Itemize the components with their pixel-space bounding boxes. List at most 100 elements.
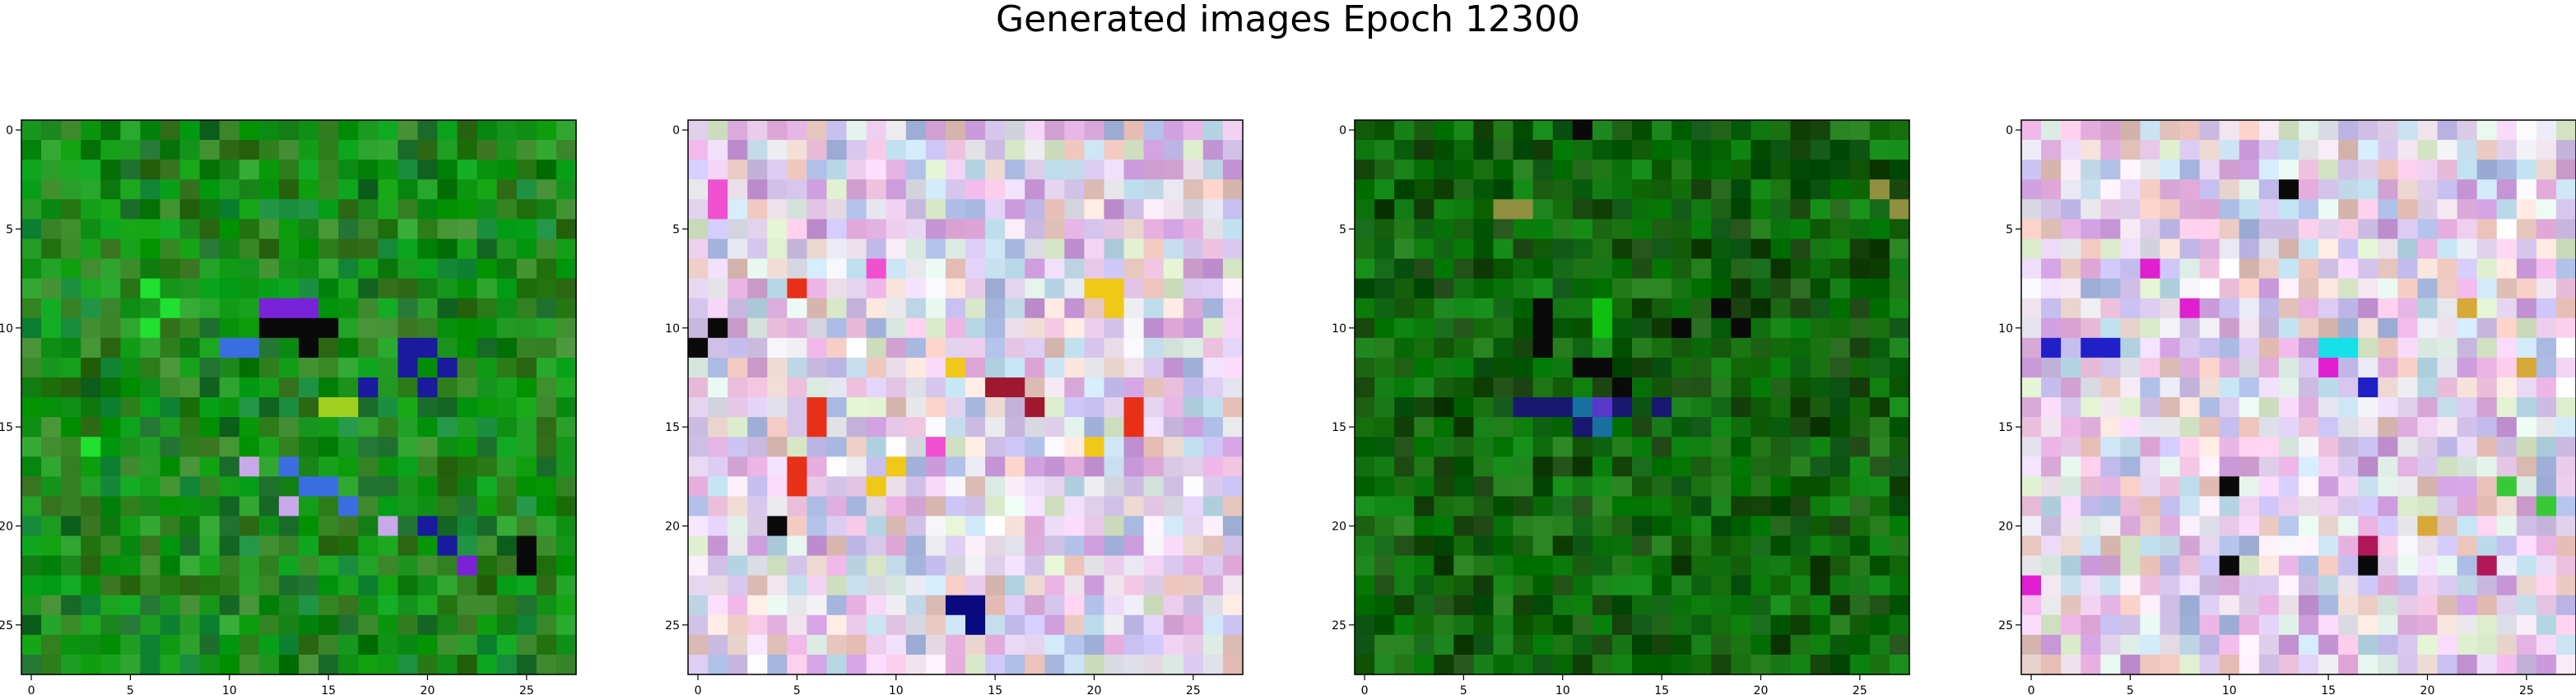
pixel-cell	[1355, 239, 1375, 260]
pixel-cell	[2278, 496, 2299, 517]
pixel-cell	[1414, 437, 1434, 457]
pixel-cell	[1473, 496, 1495, 517]
pixel-cell	[1044, 496, 1065, 517]
pixel-cell	[2120, 298, 2141, 319]
pixel-cell	[688, 140, 709, 160]
pixel-cell	[866, 535, 887, 557]
pixel-cell	[1355, 337, 1375, 359]
pixel-cell	[120, 397, 142, 418]
pixel-cell	[1473, 595, 1495, 616]
x-tick-label: 20	[1087, 684, 1102, 695]
pixel-cell	[787, 535, 808, 557]
pixel-cell	[2041, 258, 2062, 280]
pixel-cell	[1473, 456, 1495, 477]
pixel-cell	[140, 397, 161, 418]
pixel-cell	[2239, 575, 2260, 596]
pixel-cell	[1532, 555, 1554, 577]
pixel-cell	[945, 140, 966, 160]
pixel-cell	[437, 258, 458, 280]
pixel-cell	[496, 337, 518, 359]
pixel-cell	[1434, 417, 1454, 438]
pixel-cell	[1611, 595, 1633, 616]
pixel-cell	[1691, 614, 1712, 636]
pixel-cell	[728, 239, 748, 260]
pixel-cell	[965, 278, 986, 299]
pixel-cell	[1889, 417, 1910, 438]
pixel-cell	[1513, 357, 1534, 378]
pixel-cell	[2100, 516, 2121, 537]
pixel-cell	[866, 555, 887, 577]
pixel-cell	[1025, 595, 1045, 616]
pixel-cell	[1163, 239, 1184, 260]
pixel-cell	[1222, 160, 1244, 180]
pixel-cell	[1632, 160, 1653, 180]
pixel-cell	[199, 377, 221, 398]
pixel-cell	[1374, 298, 1395, 319]
pixel-cell	[1672, 634, 1692, 656]
pixel-cell	[219, 555, 240, 577]
pixel-cell	[2219, 199, 2240, 220]
pixel-cell	[398, 239, 419, 260]
pixel-cell	[2397, 555, 2419, 577]
pixel-cell	[219, 476, 240, 497]
pixel-cell	[1889, 595, 1910, 616]
pixel-cell	[846, 337, 867, 359]
pixel-cell	[787, 634, 808, 656]
pixel-cell	[1025, 377, 1045, 398]
pixel-cell	[2061, 278, 2081, 299]
pixel-cell	[516, 555, 537, 577]
pixel-cell	[728, 120, 748, 141]
pixel-cell	[100, 278, 121, 299]
pixel-cell	[358, 476, 379, 497]
pixel-cell	[477, 298, 498, 319]
pixel-cell	[767, 298, 788, 319]
pixel-cell	[536, 476, 557, 497]
pixel-cell	[1104, 595, 1125, 616]
pixel-cell	[1770, 160, 1792, 180]
pixel-cell	[1672, 199, 1692, 220]
pixel-cell	[2239, 199, 2260, 220]
pixel-cell	[1005, 317, 1025, 339]
pixel-cell	[2338, 160, 2359, 180]
pixel-cell	[2258, 555, 2280, 577]
pixel-cell	[787, 496, 808, 517]
pixel-cell	[945, 377, 966, 398]
pixel-cell	[1611, 278, 1633, 299]
pixel-cell	[886, 179, 907, 200]
pixel-cell	[846, 179, 867, 200]
pixel-cell	[2120, 516, 2141, 537]
pixel-cell	[1830, 595, 1851, 616]
pixel-cell	[41, 239, 62, 260]
pixel-cell	[2021, 317, 2042, 339]
pixel-cell	[160, 516, 181, 537]
pixel-cell	[985, 437, 1006, 457]
pixel-cell	[398, 437, 419, 457]
pixel-cell	[41, 456, 62, 477]
pixel-cell	[1202, 337, 1224, 359]
pixel-cell	[2120, 437, 2141, 457]
pixel-cell	[925, 239, 946, 260]
pixel-cell	[2476, 199, 2498, 220]
pixel-cell	[1202, 199, 1224, 220]
pixel-cell	[2081, 160, 2101, 180]
pixel-cell	[1493, 120, 1514, 141]
pixel-cell	[708, 476, 728, 497]
pixel-cell	[925, 160, 946, 180]
pixel-cell	[2179, 278, 2201, 299]
pixel-cell	[1123, 456, 1145, 477]
pixel-cell	[536, 199, 557, 220]
pixel-cell	[2378, 337, 2398, 359]
pixel-cell	[1064, 555, 1086, 577]
pixel-cell	[1513, 140, 1534, 160]
pixel-cell	[477, 654, 498, 675]
pixel-cell	[239, 199, 260, 220]
pixel-cell	[1810, 595, 1831, 616]
pixel-cell	[1810, 239, 1831, 260]
pixel-cell	[2021, 337, 2042, 359]
pixel-cell	[1163, 160, 1184, 180]
pixel-cell	[2417, 555, 2439, 577]
pixel-cell	[708, 377, 728, 398]
pixel-cell	[2476, 140, 2498, 160]
pixel-cell	[1453, 357, 1475, 378]
pixel-cell	[2041, 278, 2062, 299]
